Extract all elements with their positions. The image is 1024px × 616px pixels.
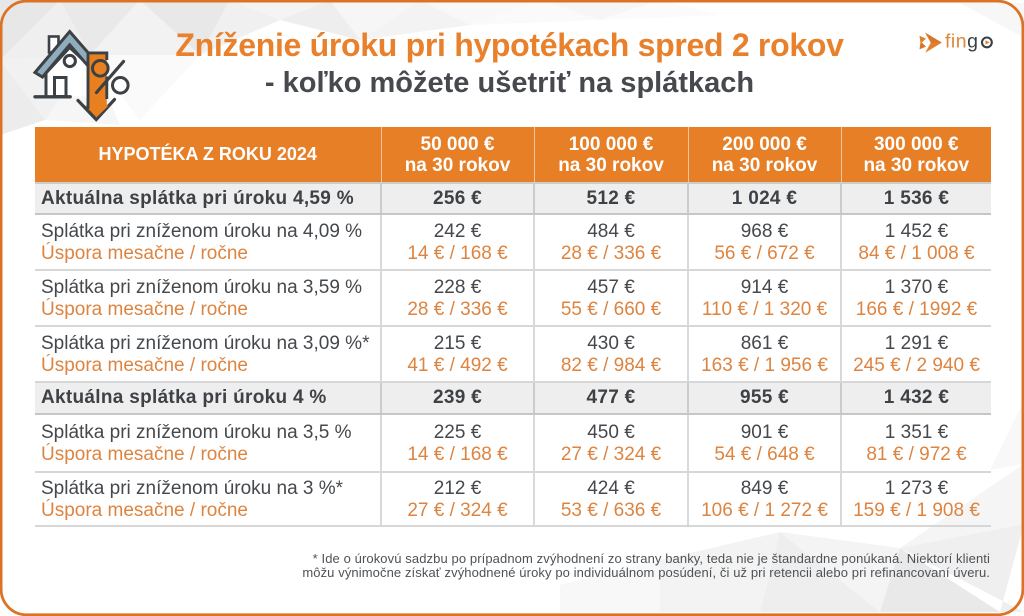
svg-text:fing: fing [945, 31, 978, 53]
